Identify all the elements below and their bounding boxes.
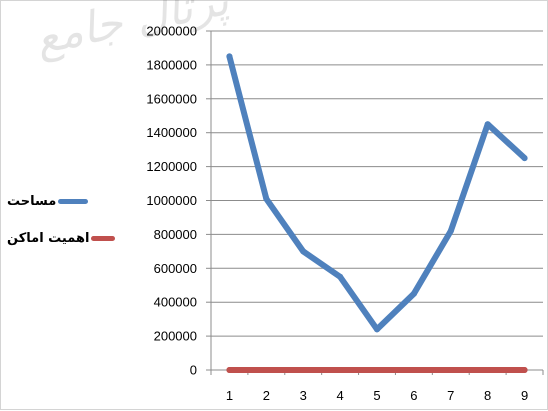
- series-2-point: [263, 367, 270, 373]
- y-tick-label: 2000000: [146, 24, 197, 39]
- series-1-point: [300, 248, 307, 255]
- series-1-point: [337, 273, 344, 280]
- y-tick-label: 800000: [154, 227, 197, 242]
- x-tick-label: 8: [484, 388, 491, 403]
- y-tick-label: 600000: [154, 261, 197, 276]
- series-2-point: [484, 367, 491, 373]
- series-line-1: [226, 53, 528, 333]
- legend-label-area: مساحت: [7, 193, 57, 209]
- series-1-point: [484, 121, 491, 128]
- series-1-point: [521, 155, 528, 162]
- legend-label-importance: اهمیت اماکن: [7, 230, 90, 246]
- x-tick-label: 6: [410, 388, 417, 403]
- x-tick-label: 5: [373, 388, 380, 403]
- x-tick-label: 9: [521, 388, 528, 403]
- series-2-point: [226, 367, 233, 373]
- y-tick-label: 1200000: [146, 159, 197, 174]
- legend-swatch-importance: [91, 235, 115, 241]
- series-2-point: [300, 367, 307, 373]
- y-tick-label: 1800000: [146, 57, 197, 72]
- x-tick-label: 2: [263, 388, 270, 403]
- series-2-point: [410, 367, 417, 373]
- legend-item-importance: اهمیت اماکن: [7, 228, 119, 248]
- legend-item-area: مساحت: [7, 191, 119, 211]
- series-2-point: [337, 367, 344, 373]
- y-tick-label: 1000000: [146, 193, 197, 208]
- y-tick-label: 1400000: [146, 125, 197, 140]
- series-2-point: [521, 367, 528, 373]
- y-tick-label: 1600000: [146, 91, 197, 106]
- legend-swatch-area: [58, 198, 89, 204]
- x-tick-label: 3: [300, 388, 307, 403]
- legend: مساحت اهمیت اماکن: [7, 191, 119, 265]
- series-1-point: [374, 326, 380, 333]
- y-tick-label: 0: [190, 363, 197, 378]
- x-tick-label: 7: [447, 388, 454, 403]
- x-tick-label: 4: [336, 388, 343, 403]
- series-2-point: [447, 367, 454, 373]
- x-tick-label: 1: [226, 388, 233, 403]
- series-2-point: [374, 367, 380, 373]
- series-1-point: [226, 53, 233, 60]
- series-1-point: [447, 228, 454, 235]
- series-1-point: [263, 195, 270, 202]
- y-tick-label: 400000: [154, 295, 197, 310]
- series-1-point: [410, 290, 417, 297]
- y-tick-label: 200000: [154, 329, 197, 344]
